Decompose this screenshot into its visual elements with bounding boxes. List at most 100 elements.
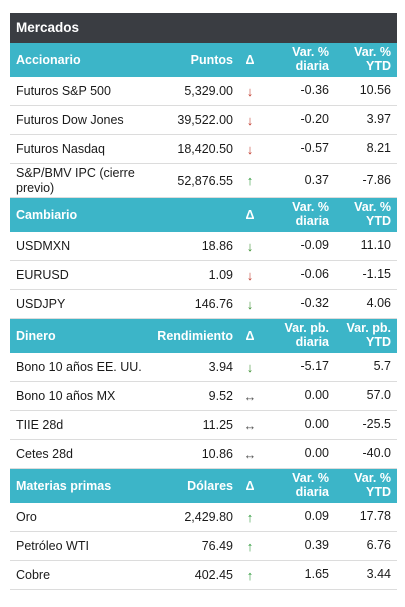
- instrument-value: 39,522.00: [177, 113, 233, 127]
- delta-cell: ↔: [237, 389, 263, 404]
- ytd-change-header: Var. % YTD: [354, 471, 391, 499]
- table-row: USDJPY 146.76 ↓ -0.32 4.06: [10, 290, 397, 319]
- ytd-change: 17.78: [359, 509, 391, 524]
- instrument-name: Bono 10 años EE. UU.: [16, 359, 142, 374]
- ytd-change: 6.76: [366, 538, 391, 553]
- daily-change: -0.57: [300, 141, 330, 156]
- ytd-change-header: Var. pb. YTD: [346, 321, 391, 349]
- table-row: Futuros Dow Jones 39,522.00 ↓ -0.20 3.97: [10, 106, 397, 135]
- daily-change: -0.32: [300, 296, 330, 311]
- table-row: Futuros Nasdaq 18,420.50 ↓ -0.57 8.21: [10, 135, 397, 164]
- daily-change: -0.06: [300, 267, 330, 282]
- daily-change-header: Var. % diaria: [292, 200, 329, 228]
- section-header: Materias primas Dólares Δ Var. % diaria Var.…: [10, 469, 397, 503]
- up-arrow-icon: ↑: [246, 567, 254, 583]
- instrument-value: 10.86: [201, 447, 233, 461]
- instrument-value: 18.86: [201, 239, 233, 253]
- daily-change: 0.00: [304, 417, 329, 432]
- down-arrow-icon: ↓: [246, 267, 254, 283]
- instrument-value: 76.49: [201, 539, 233, 553]
- table-row: Oro 2,429.80 ↑ 0.09 17.78: [10, 503, 397, 532]
- down-arrow-icon: ↓: [246, 238, 254, 254]
- down-arrow-icon: ↓: [246, 359, 254, 375]
- ytd-change: -25.5: [362, 417, 392, 432]
- delta-cell: ↓: [237, 142, 263, 157]
- table-row: Cetes 28d 10.86 ↔ 0.00 -40.0: [10, 440, 397, 469]
- instrument-value: 3.94: [208, 360, 233, 374]
- table-row: USDMXN 18.86 ↓ -0.09 11.10: [10, 232, 397, 261]
- daily-change-header: Var. pb. diaria: [284, 321, 329, 349]
- ytd-change-header: Var. % YTD: [354, 45, 391, 73]
- up-arrow-icon: ↑: [246, 538, 254, 554]
- down-arrow-icon: ↓: [246, 83, 254, 99]
- up-arrow-icon: ↑: [246, 173, 254, 188]
- delta-cell: ↔: [237, 418, 263, 433]
- daily-change-header: Var. % diaria: [292, 45, 329, 73]
- section-header: Accionario Puntos Δ Var. % diaria Var. % YTD: [10, 43, 397, 77]
- daily-change-header: Var. % diaria: [292, 471, 329, 499]
- instrument-value: 5,329.00: [184, 84, 233, 98]
- daily-change: -0.09: [300, 238, 330, 253]
- daily-change: -0.36: [300, 83, 330, 98]
- table-row: Futuros S&P 500 5,329.00 ↓ -0.36 10.56: [10, 77, 397, 106]
- daily-change: 1.65: [304, 567, 329, 582]
- instrument-value: 18,420.50: [177, 142, 233, 156]
- table-row: TIIE 28d 11.25 ↔ 0.00 -25.5: [10, 411, 397, 440]
- ytd-change: -1.15: [362, 267, 392, 282]
- ytd-change: 10.56: [359, 83, 391, 98]
- flat-arrow-icon: ↔: [243, 388, 257, 404]
- instrument-name: Bono 10 años MX: [16, 388, 116, 403]
- instrument-name: TIIE 28d: [16, 417, 64, 432]
- ytd-change: -7.86: [362, 172, 392, 187]
- ytd-change: 11.10: [360, 238, 391, 253]
- down-arrow-icon: ↓: [246, 112, 254, 128]
- delta-cell: ↓: [237, 239, 263, 254]
- instrument-value: 11.25: [202, 418, 233, 432]
- instrument-value: 146.76: [194, 297, 233, 311]
- delta-header: Δ: [245, 53, 255, 67]
- instrument-value: 402.45: [194, 568, 233, 582]
- delta-cell: ↔: [237, 447, 263, 462]
- ytd-change: 3.44: [366, 567, 391, 582]
- delta-header: Δ: [245, 329, 255, 343]
- down-arrow-icon: ↓: [246, 141, 254, 157]
- markets-table: Mercados Accionario Puntos Δ Var. % diaria V…: [10, 13, 397, 590]
- ytd-change: 57.0: [366, 388, 391, 403]
- delta-cell: ↑: [237, 173, 263, 188]
- delta-cell: ↑: [237, 539, 263, 554]
- flat-arrow-icon: ↔: [243, 446, 257, 462]
- instrument-value: 1.09: [208, 268, 233, 282]
- instrument-value: 9.52: [208, 389, 233, 403]
- instrument-name: Cobre: [16, 567, 51, 582]
- section-name: Materias primas: [16, 478, 112, 493]
- ytd-change-header: Var. % YTD: [354, 200, 391, 228]
- flat-arrow-icon: ↔: [243, 417, 257, 433]
- delta-header: Δ: [245, 479, 255, 493]
- table-row: S&P/BMV IPC (cierre previo) 52,876.55 ↑ 0.3…: [10, 164, 397, 198]
- ytd-change: 5.7: [373, 359, 391, 374]
- delta-cell: ↑: [237, 568, 263, 583]
- delta-cell: ↓: [237, 297, 263, 312]
- table-row: Bono 10 años EE. UU. 3.94 ↓ -5.17 5.7: [10, 353, 397, 382]
- delta-cell: ↓: [237, 84, 263, 99]
- instrument-name: Futuros Dow Jones: [16, 112, 124, 127]
- instrument-name: Futuros Nasdaq: [16, 141, 105, 156]
- down-arrow-icon: ↓: [246, 296, 254, 312]
- daily-change: 0.00: [304, 388, 329, 403]
- instrument-name: USDMXN: [16, 238, 71, 253]
- section-name: Cambiario: [16, 207, 78, 222]
- section-header: Dinero Rendimiento Δ Var. pb. diaria Var. pb…: [10, 319, 397, 353]
- ytd-change: 8.21: [366, 141, 391, 156]
- daily-change: 0.09: [304, 509, 329, 524]
- daily-change: 0.00: [304, 446, 329, 461]
- delta-cell: ↓: [237, 113, 263, 128]
- instrument-name: Oro: [16, 509, 37, 524]
- table-row: Bono 10 años MX 9.52 ↔ 0.00 57.0: [10, 382, 397, 411]
- up-arrow-icon: ↑: [246, 509, 254, 525]
- delta-cell: ↓: [237, 360, 263, 375]
- unit-header: Rendimiento: [157, 329, 233, 343]
- instrument-name: EURUSD: [16, 267, 69, 282]
- section-name: Accionario: [16, 52, 81, 67]
- table-row: Petróleo WTI 76.49 ↑ 0.39 6.76: [10, 532, 397, 561]
- table-row: EURUSD 1.09 ↓ -0.06 -1.15: [10, 261, 397, 290]
